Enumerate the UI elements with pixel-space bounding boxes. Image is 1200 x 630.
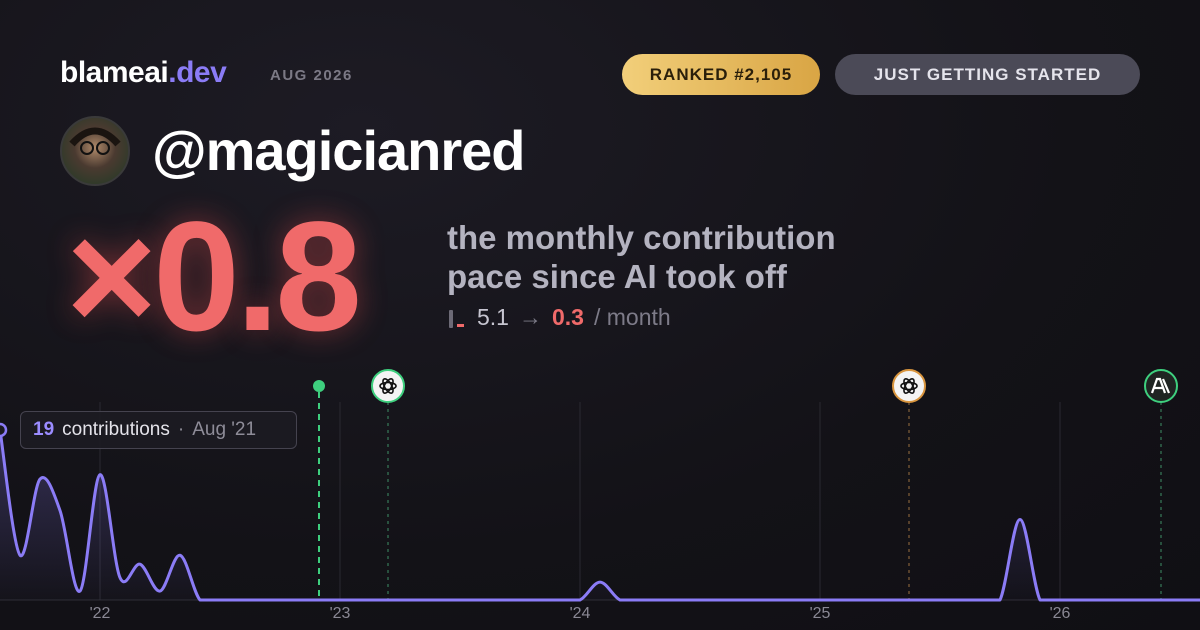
status-badge: JUST GETTING STARTED xyxy=(835,54,1140,95)
rank-badge: RANKED #2,105 xyxy=(622,54,820,95)
pace-unit: / month xyxy=(593,304,671,330)
x-tick-label: '23 xyxy=(330,605,351,622)
event-dot xyxy=(313,380,325,392)
report-date: AUG 2026 xyxy=(270,67,353,84)
pace-multiplier: ×0.8 xyxy=(66,190,362,364)
pace-after: 0.3 xyxy=(551,304,584,330)
openai-icon xyxy=(892,369,926,403)
brand-name: blameai xyxy=(60,56,169,89)
x-tick-label: '25 xyxy=(810,605,831,622)
area xyxy=(0,429,1200,600)
tooltip-date: Aug '21 xyxy=(192,419,257,440)
tooltip-separator: · xyxy=(177,419,185,440)
description: pace since AI took off xyxy=(447,258,787,295)
x-tick-label: '24 xyxy=(570,605,591,622)
tooltip-label: contributions xyxy=(62,419,170,440)
brand: blameai.dev xyxy=(60,56,227,90)
highlight-point xyxy=(0,422,8,438)
tooltip: 19 contributions · Aug '21 xyxy=(20,411,297,449)
description: the monthly contribution xyxy=(447,219,836,256)
pace-before: 5.1 xyxy=(477,304,509,330)
contribution-line xyxy=(0,429,1200,602)
tooltip-value: 19 xyxy=(33,419,55,440)
avatar xyxy=(60,116,130,186)
pace-arrow: → xyxy=(518,304,542,330)
event-markers xyxy=(313,369,1178,600)
x-tick-label: '26 xyxy=(1050,605,1071,622)
x-tick-label: '22 xyxy=(90,605,111,622)
brand-suffix: .dev xyxy=(168,56,227,89)
pace-change: 5.1 → 0.3 / month xyxy=(447,304,671,331)
openai-icon xyxy=(371,369,405,403)
username: @magicianred xyxy=(152,119,526,182)
pace-icon xyxy=(449,309,464,328)
anthropic-icon xyxy=(1144,369,1178,403)
